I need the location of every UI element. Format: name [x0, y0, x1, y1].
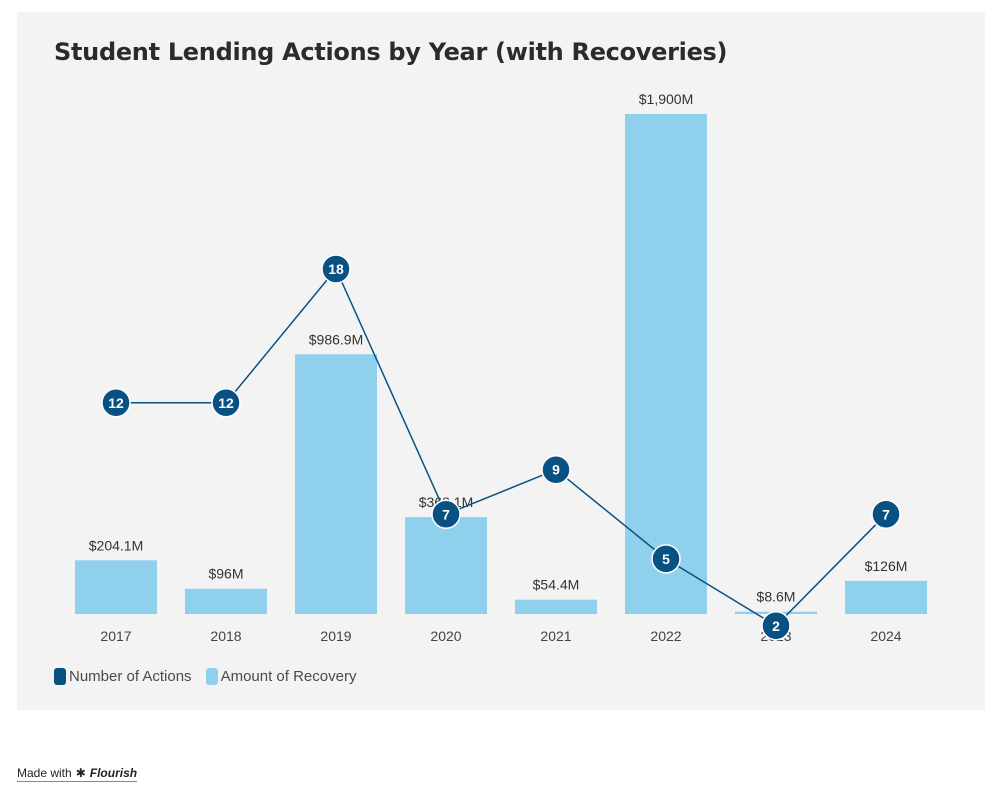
actions-point-2017: [101, 388, 131, 418]
actions-label-2024: 7: [882, 506, 890, 522]
bar-label-2021: $54.4M: [533, 577, 580, 593]
x-tick-2020: 2020: [430, 628, 461, 644]
actions-point-2018: [211, 388, 241, 418]
bar-2017: [75, 560, 157, 614]
bar-2019: [295, 354, 377, 614]
actions-point-2022: [651, 544, 681, 574]
bar-2020: [405, 517, 487, 614]
legend-swatch-number-of-actions: [54, 668, 66, 685]
legend-item-number-of-actions[interactable]: Number of Actions: [54, 668, 192, 685]
bar-label-2019: $986.9M: [309, 331, 363, 347]
actions-point-2020: [431, 499, 461, 530]
chart-panel: Student Lending Actions by Year (with Re…: [17, 12, 985, 710]
credit-prefix: Made with: [17, 766, 72, 780]
credit-brand: Flourish: [89, 766, 138, 780]
actions-label-2021: 9: [552, 462, 560, 478]
bar-2024: [845, 580, 927, 614]
actions-label-2023: 2: [772, 618, 780, 634]
bar-2018: [185, 588, 267, 614]
legend-swatch-amount-of-recovery: [205, 668, 218, 685]
x-tick-2018: 2018: [210, 628, 241, 644]
x-tick-2024: 2024: [870, 628, 901, 644]
flourish-star-icon: ✱: [75, 766, 86, 780]
x-tick-2019: 2019: [320, 628, 351, 644]
actions-point-2019: [321, 254, 351, 284]
legend-label-number-of-actions: Number of Actions: [69, 668, 192, 685]
actions-label-2022: 5: [662, 551, 670, 567]
x-tick-2021: 2021: [540, 628, 571, 644]
actions-point-2023: [761, 611, 791, 641]
actions-label-2020: 7: [442, 506, 450, 522]
bar-2021: [515, 599, 597, 614]
bar-2022: [625, 114, 707, 614]
actions-label-2018: 12: [218, 395, 234, 411]
x-tick-2017: 2017: [100, 628, 131, 644]
bar-label-2017: $204.1M: [89, 537, 143, 553]
bar-label-2024: $126M: [865, 558, 908, 574]
x-tick-2022: 2022: [650, 628, 681, 644]
bar-label-2022: $1,900M: [639, 91, 693, 107]
chart-plot: $204.1M$96M$986.9M$368.1M$54.4M$1,900M$8…: [75, 91, 927, 644]
legend-label-amount-of-recovery: Amount of Recovery: [220, 668, 357, 685]
chart-title: Student Lending Actions by Year (with Re…: [54, 38, 728, 66]
legend-item-amount-of-recovery[interactable]: Amount of Recovery: [205, 668, 357, 685]
actions-line: [116, 267, 887, 627]
actions-label-2019: 18: [328, 261, 344, 277]
made-with-flourish-link[interactable]: Made with ✱ Flourish: [17, 766, 138, 782]
bar-label-2018: $96M: [208, 566, 243, 582]
bar-label-2023: $8.6M: [757, 589, 796, 605]
legend: Number of Actions Amount of Recovery: [54, 668, 370, 685]
actions-point-2024: [871, 499, 901, 530]
actions-label-2017: 12: [108, 395, 124, 411]
actions-point-2021: [541, 454, 571, 485]
